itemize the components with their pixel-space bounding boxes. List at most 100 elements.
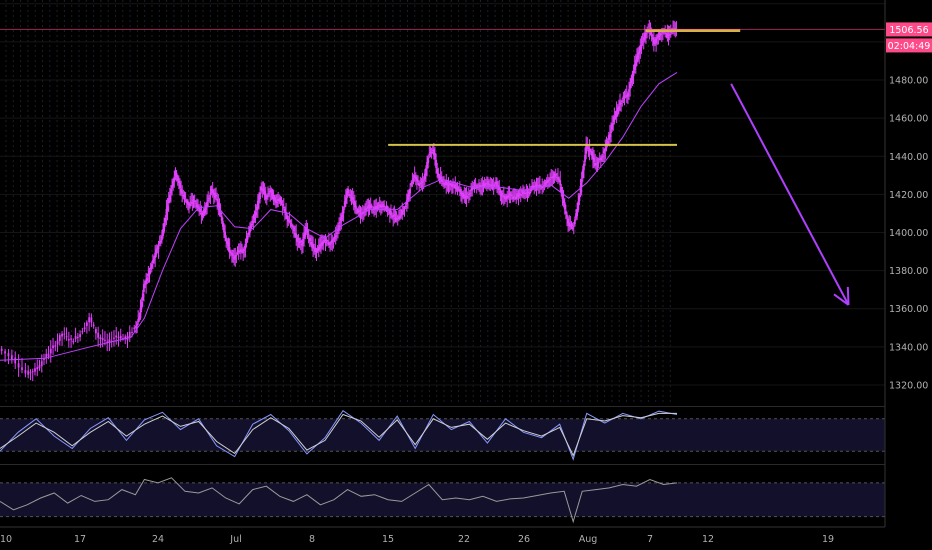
candle-body — [624, 95, 627, 97]
candle-body — [303, 234, 305, 239]
candle-body — [483, 183, 486, 187]
candle-body — [304, 232, 307, 238]
candle-body — [185, 200, 188, 203]
candle-body — [356, 211, 359, 213]
candle-body — [137, 318, 140, 323]
candle-body — [660, 32, 663, 34]
arrow-shaft[interactable] — [730, 83, 850, 306]
candle-body — [552, 176, 555, 179]
candle-body — [513, 196, 515, 198]
candle-body — [394, 218, 397, 220]
candle-body — [593, 157, 595, 162]
candle-body — [360, 212, 363, 215]
rsi-panel[interactable]: 80.0040.00 — [0, 470, 916, 524]
time-tick-label: 24 — [152, 534, 164, 545]
candle-body — [56, 340, 59, 345]
candle-body — [411, 181, 414, 183]
candle-body — [623, 96, 626, 98]
candle-body — [43, 358, 45, 360]
time-tick-label: 19 — [822, 534, 834, 545]
candle-body — [321, 242, 324, 246]
candle-body — [284, 208, 286, 212]
candle-body — [95, 328, 97, 334]
candle-body — [76, 337, 79, 339]
candle-body — [463, 194, 466, 199]
horizontal-levels[interactable] — [388, 28, 741, 146]
indicator-line — [0, 410, 678, 461]
candle-body — [81, 331, 84, 333]
candle-body — [650, 31, 653, 37]
projection-arrow[interactable] — [730, 83, 850, 306]
candle-body — [560, 187, 563, 194]
candle-body — [7, 353, 10, 357]
candle-body — [562, 199, 565, 204]
candle-body — [49, 348, 52, 354]
candle-body — [410, 182, 413, 186]
candle-body — [526, 192, 529, 194]
candle-body — [326, 242, 329, 244]
candle-body — [540, 187, 542, 189]
candle-body — [305, 227, 308, 233]
time-axis-ticks: 10 17 24 Jul 8 15 22 26 Aug 7 12 19 — [0, 534, 834, 545]
candle-body — [245, 238, 248, 243]
candle-body — [482, 183, 485, 186]
candle-body — [500, 193, 503, 197]
candle-body — [630, 78, 633, 84]
candle-body — [317, 246, 320, 250]
candle-body — [232, 254, 234, 256]
candle-body — [392, 216, 395, 218]
candle-body — [153, 258, 155, 261]
vertical-grid — [5, 0, 671, 404]
candle-body — [52, 345, 54, 349]
candle-body — [330, 240, 333, 244]
candle-body — [271, 191, 274, 198]
price-panel[interactable] — [0, 19, 885, 382]
candles — [0, 19, 678, 382]
candle-body — [523, 191, 526, 193]
candle-body — [633, 63, 636, 70]
candle-body — [413, 175, 416, 178]
candle-body — [351, 197, 354, 200]
candle-body — [561, 190, 564, 200]
candle-body — [238, 251, 241, 253]
candle-body — [640, 44, 643, 49]
time-axis[interactable] — [0, 527, 932, 550]
candle-body — [471, 187, 474, 191]
candle-body — [631, 73, 634, 81]
candle-body — [242, 250, 245, 253]
candle-body — [529, 188, 532, 192]
candle-body — [476, 185, 479, 187]
candle-body — [167, 198, 170, 204]
candle-body — [515, 196, 518, 200]
candle-body — [261, 188, 264, 191]
candle-body — [308, 237, 311, 242]
candle-body — [447, 183, 450, 186]
candle-body — [517, 193, 520, 197]
candle-body — [27, 370, 30, 375]
candle-body — [141, 293, 144, 301]
candle-body — [333, 236, 336, 239]
candle-body — [519, 194, 522, 196]
candle-body — [439, 176, 442, 181]
candle-body — [388, 210, 391, 215]
candle-body — [281, 203, 284, 206]
candle-body — [641, 41, 644, 43]
candle-body — [173, 176, 176, 182]
candle-body — [390, 210, 392, 216]
candle-body — [558, 179, 560, 181]
candle-body — [309, 241, 312, 245]
candle-body — [258, 195, 260, 202]
candle-body — [156, 248, 159, 250]
time-tick-label: 12 — [702, 534, 714, 545]
stoch-rsi-panel[interactable]: 100.0050.000.00 — [0, 406, 922, 465]
candle-body — [162, 229, 164, 236]
candle-body — [99, 337, 102, 340]
price-axis[interactable] — [885, 0, 932, 527]
candle-body — [639, 46, 642, 52]
candle-body — [293, 227, 295, 232]
candle-body — [140, 301, 143, 309]
candle-body — [399, 215, 401, 219]
candle-body — [417, 180, 419, 182]
candle-body — [227, 242, 230, 247]
